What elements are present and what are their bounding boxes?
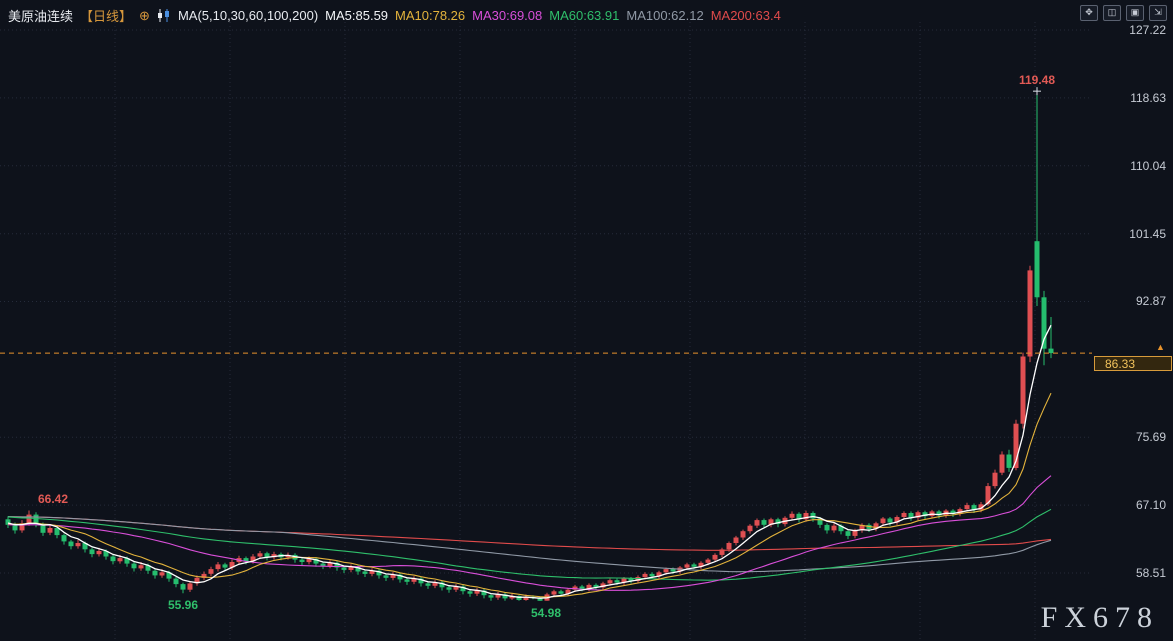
instrument-title: 美原油连续 (8, 9, 74, 24)
popout-button[interactable]: ▣ (1126, 5, 1144, 21)
price-annotation-low: 55.96 (167, 598, 199, 613)
price-axis-label: 92.87 (1135, 294, 1166, 309)
add-indicator-icon[interactable]: ⊕ (139, 7, 150, 23)
timeframe-label: 【日线】 (80, 9, 133, 24)
current-price-tag: 86.33 (1094, 356, 1172, 372)
price-axis-label: 101.45 (1129, 226, 1166, 241)
fullscreen-button[interactable]: ⇲ (1149, 5, 1167, 21)
price-axis-label: 118.63 (1130, 90, 1166, 105)
ma5-legend: MA5:85.59 (325, 8, 389, 23)
ma60-legend: MA60:63.91 (549, 8, 620, 23)
ma200-legend: MA200:63.4 (710, 8, 781, 23)
ma100-legend: MA100:62.12 (626, 8, 704, 23)
price-annotation-low: 54.98 (530, 605, 562, 620)
ma-settings-label[interactable]: MA(5,10,30,60,100,200) (177, 8, 319, 23)
price-axis-label: 127.22 (1129, 23, 1166, 37)
price-axis-label: 110.04 (1130, 158, 1166, 173)
pan-tool-button[interactable]: ✥ (1080, 5, 1098, 21)
price-axis-label: 58.51 (1135, 566, 1166, 580)
price-annotation-high: 66.42 (37, 492, 69, 507)
ma30-legend: MA30:69.08 (472, 8, 543, 23)
kline-chart-icon (157, 9, 171, 22)
price-axis-label: 67.10 (1135, 498, 1166, 513)
price-arrow-icon: ▲ (1156, 342, 1165, 353)
price-annotation-high: 119.48 (1018, 73, 1056, 88)
chart-header: 美原油连续 【日线】 ⊕ MA(5,10,30,60,100,200) MA5:… (8, 6, 781, 25)
watermark: FX678 (1040, 601, 1159, 634)
ma10-legend: MA10:78.26 (395, 8, 466, 23)
price-axis-label: 75.69 (1135, 430, 1166, 445)
split-view-button[interactable]: ◫ (1103, 5, 1121, 21)
window-controls: ✥ ◫ ▣ ⇲ (1080, 5, 1167, 21)
